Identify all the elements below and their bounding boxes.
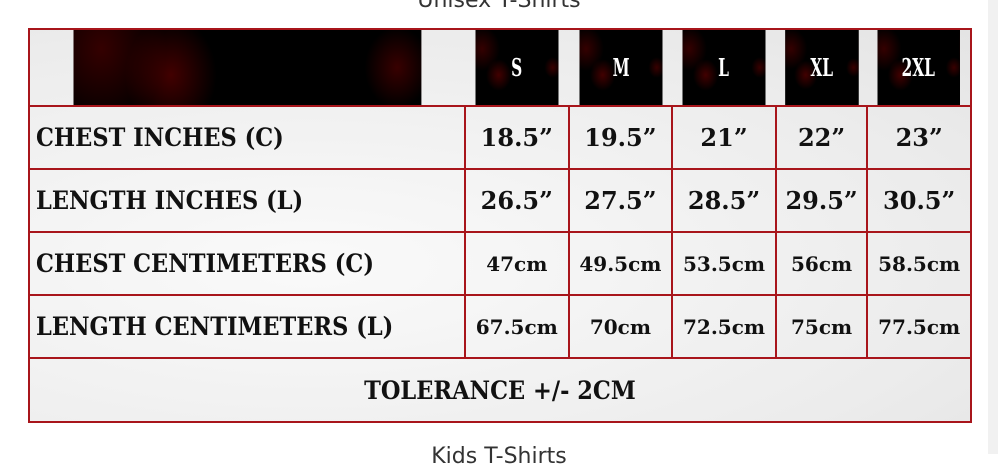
table-row-chest-inches: Chest Inches (C) 18.5” 19.5” 21” 22” 23”: [28, 105, 972, 170]
cell-value: 77.5cm: [866, 294, 972, 359]
cell-value: 70cm: [567, 294, 674, 359]
size-header-2xl: 2XL: [877, 28, 961, 107]
cell-value: 56cm: [774, 231, 869, 296]
cell-value: 53.5cm: [671, 231, 777, 296]
cell-value: 75cm: [774, 294, 869, 359]
tolerance-row: TOLERANCE +/- 2CM: [28, 357, 972, 423]
cell-value: 27.5”: [567, 168, 674, 233]
size-label: 2XL: [902, 53, 936, 82]
cell-value: 26.5”: [464, 168, 570, 233]
size-header-xl: XL: [784, 28, 859, 107]
header-blank: [72, 28, 422, 107]
size-label: S: [511, 53, 523, 82]
cell-value: 67.5cm: [464, 294, 570, 359]
scrollbar[interactable]: [988, 0, 998, 454]
cell-value: 22”: [774, 105, 869, 170]
size-header-l: L: [682, 28, 766, 107]
cell-value: 58.5cm: [866, 231, 972, 296]
table-row-length-inches: Length Inches (L) 26.5” 27.5” 28.5” 29.5…: [28, 168, 972, 233]
cell-value: 49.5cm: [567, 231, 674, 296]
size-chart-table: S M L XL 2XL Chest Inches (C) 18.5” 19.5…: [28, 28, 972, 423]
cell-value: 23”: [866, 105, 972, 170]
cell-value: 47cm: [464, 231, 570, 296]
row-label: Chest Inches (C): [28, 105, 466, 170]
cell-value: 28.5”: [671, 168, 777, 233]
cell-value: 29.5”: [774, 168, 869, 233]
tolerance-note: TOLERANCE +/- 2CM: [28, 357, 972, 423]
size-header-row: S M L XL 2XL: [29, 28, 971, 107]
size-label: L: [718, 53, 730, 82]
size-header-m: M: [578, 28, 662, 107]
cell-value: 30.5”: [866, 168, 972, 233]
section-title-unisex: Unisex T-Shirts: [417, 0, 581, 13]
cell-value: 72.5cm: [671, 294, 777, 359]
row-label: Length Centimeters (L): [28, 294, 466, 359]
cell-value: 19.5”: [567, 105, 674, 170]
row-label: Chest Centimeters (C): [28, 231, 466, 296]
size-label: XL: [810, 53, 833, 82]
table-row-chest-cm: Chest Centimeters (C) 47cm 49.5cm 53.5cm…: [28, 231, 972, 296]
size-label: M: [611, 53, 629, 82]
cell-value: 21”: [671, 105, 777, 170]
section-title-kids: Kids T-Shirts: [431, 444, 567, 469]
cell-value: 18.5”: [464, 105, 570, 170]
row-label: Length Inches (L): [28, 168, 466, 233]
table-row-length-cm: Length Centimeters (L) 67.5cm 70cm 72.5c…: [28, 294, 972, 359]
size-header-s: S: [475, 28, 559, 107]
